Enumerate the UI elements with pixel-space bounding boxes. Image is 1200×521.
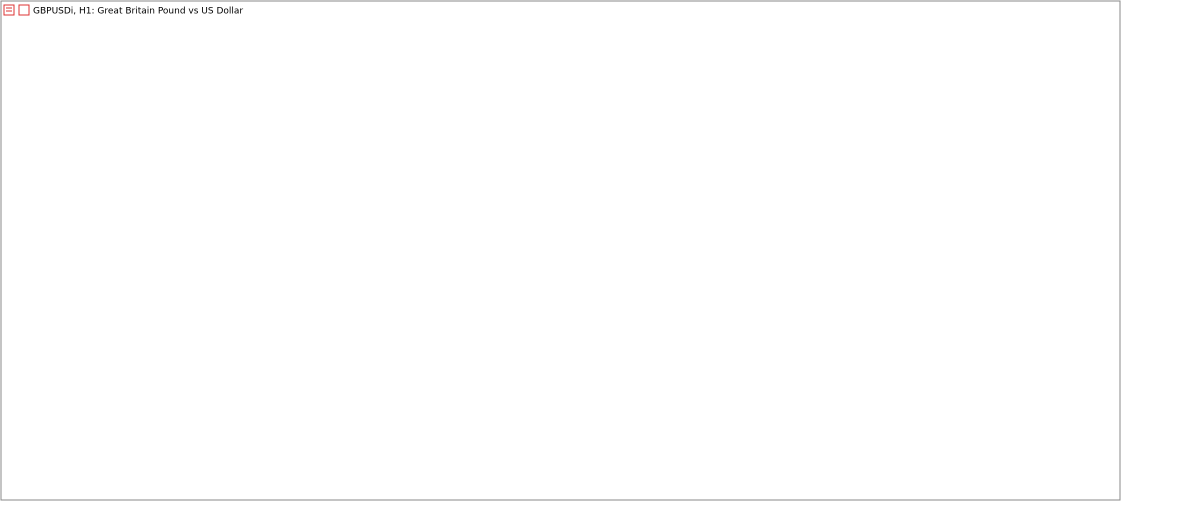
chart-icon	[3, 4, 15, 16]
chart-frame	[0, 0, 1121, 501]
chart-icon	[18, 4, 30, 16]
chart-title: GBPUSDi, H1: Great Britain Pound vs US D…	[33, 7, 243, 17]
